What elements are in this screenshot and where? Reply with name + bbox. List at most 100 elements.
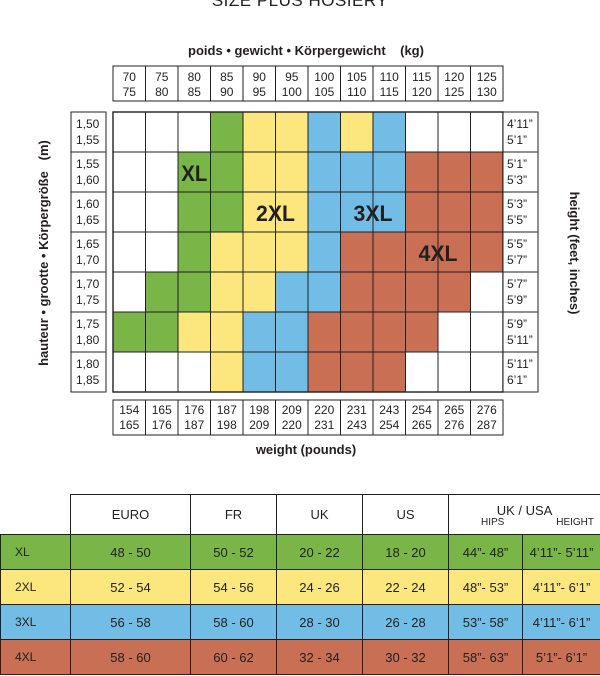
table-row-xl: XL 48 - 50 50 - 52 20 - 22 18 - 20 44”- …	[0, 534, 600, 570]
euro-cell: 48 - 50	[70, 534, 191, 570]
right-axis-label: height (feet, inches)	[567, 192, 582, 315]
lb-tick-label: 154	[119, 403, 139, 417]
grid-cell-2xl	[210, 231, 244, 273]
lb-tick-box	[405, 399, 439, 436]
lb-tick-box	[210, 399, 244, 436]
lb-tick-label: 176	[184, 403, 204, 417]
lb-tick-box	[275, 399, 309, 436]
euro-cell: 56 - 58	[70, 604, 191, 640]
grid-cell-empty	[437, 351, 471, 393]
lb-tick-label: 276	[444, 418, 464, 432]
grid-cell-empty	[405, 111, 439, 153]
grid-cell-2xl	[242, 191, 276, 233]
fr-cell: 50 - 52	[190, 534, 277, 570]
grid-cell-empty	[177, 351, 211, 393]
grid-cell-xl	[210, 191, 244, 233]
kg-tick-label: 95	[285, 70, 299, 84]
grid-cell-4xl	[470, 231, 504, 273]
kg-tick-label: 110	[380, 70, 399, 84]
lb-tick-label: 287	[477, 418, 497, 432]
kg-tick-label: 100	[282, 85, 302, 99]
grid-cell-3xl	[275, 311, 309, 353]
hips-cell: 48”- 53”	[448, 569, 523, 605]
header-fr: FR	[190, 494, 277, 535]
height-m-tick-label: 1,70	[76, 277, 100, 291]
size-cell: 2XL	[0, 569, 71, 605]
lb-tick-label: 220	[314, 403, 334, 417]
grid-cell-3xl	[275, 351, 309, 393]
grid-cell-4xl	[340, 311, 374, 353]
kg-tick-label: 115	[412, 70, 431, 84]
height-ft-tick-label: 6’1”	[507, 373, 527, 387]
size-label-xl: XL	[181, 161, 207, 186]
euro-cell: 52 - 54	[70, 569, 191, 605]
header-uk-usa-label: UK / USA	[496, 502, 553, 518]
kg-tick-label: 115	[380, 85, 399, 99]
size-chart: poids • gewicht • Körpergewicht (kg) hau…	[36, 43, 582, 457]
grid-cell-4xl	[372, 311, 406, 353]
grid-cell-empty	[470, 271, 504, 313]
grid-cell-4xl	[405, 151, 439, 193]
grid-cell-3xl	[340, 151, 374, 193]
grid-cell-2xl	[177, 311, 211, 353]
kg-tick-label: 125	[444, 85, 464, 99]
us-cell: 26 - 28	[362, 604, 449, 640]
grid-cell-2xl	[275, 231, 309, 273]
grid-cell-3xl	[275, 271, 309, 313]
lb-tick-label: 198	[249, 403, 269, 417]
grid-cell-4xl	[437, 271, 471, 313]
height-ft-tick-label: 5’5”	[507, 237, 527, 251]
height-m-tick-label: 1,65	[76, 213, 100, 227]
grid-cell-3xl	[307, 151, 341, 193]
grid-cell-2xl	[340, 111, 374, 153]
height-m-tick-box	[70, 111, 107, 153]
uk-cell: 20 - 22	[276, 534, 363, 570]
height-m-tick-label: 1,70	[76, 253, 100, 267]
height-ft-tick-label: 5’1”	[507, 157, 527, 171]
size-cell: 4XL	[0, 639, 71, 675]
size-label-3xl: 3XL	[354, 201, 393, 226]
height-ft-tick-box	[502, 231, 539, 273]
kg-tick-box	[470, 65, 504, 102]
grid-cell-empty	[112, 271, 146, 313]
lb-tick-box	[470, 399, 504, 436]
kg-tick-label: 75	[155, 70, 169, 84]
height-ft-tick-label: 5’9”	[507, 317, 527, 331]
grid-cell-2xl	[242, 231, 276, 273]
height-ft-tick-label: 5’9”	[507, 293, 527, 307]
height-ft-tick-label: 5’7”	[507, 277, 527, 291]
grid-cell-empty	[145, 191, 179, 233]
grid-cell-2xl	[210, 311, 244, 353]
grid-cell-xl	[145, 311, 179, 353]
grid-cell-2xl	[275, 111, 309, 153]
height-ft-tick-box	[502, 111, 539, 153]
lb-tick-label: 165	[152, 403, 172, 417]
lb-tick-box	[112, 399, 146, 436]
uk-cell: 28 - 30	[276, 604, 363, 640]
grid-cell-4xl	[340, 271, 374, 313]
grid-cell-empty	[145, 351, 179, 393]
grid-cell-4xl	[470, 151, 504, 193]
header-euro: EURO	[70, 494, 191, 535]
height-ft-tick-box	[502, 271, 539, 313]
header-height: HEIGHT	[556, 516, 594, 528]
height-cell: 4’11”- 5’11”	[522, 534, 600, 570]
kg-tick-label: 95	[253, 85, 267, 99]
page-title: SIZE PLUS HOSIERY	[211, 0, 389, 10]
lb-tick-label: 187	[217, 403, 237, 417]
height-cell: 4’11”- 6’1”	[522, 604, 600, 640]
height-m-tick-label: 1,80	[76, 333, 100, 347]
height-m-tick-label: 1,60	[76, 197, 100, 211]
grid-cell-3xl	[242, 351, 276, 393]
euro-cell: 58 - 60	[70, 639, 191, 675]
kg-tick-label: 120	[412, 85, 432, 99]
hips-cell: 58”- 63”	[448, 639, 523, 675]
height-ft-tick-label: 4’11”	[507, 117, 533, 131]
grid-cell-empty	[112, 111, 146, 153]
kg-tick-label: 70	[123, 70, 137, 84]
grid-cell-empty	[470, 351, 504, 393]
grid-cell-4xl	[405, 271, 439, 313]
height-m-tick-label: 1,65	[76, 237, 100, 251]
height-ft-tick-box	[502, 311, 539, 353]
height-ft-tick-label: 5’7”	[507, 253, 527, 267]
